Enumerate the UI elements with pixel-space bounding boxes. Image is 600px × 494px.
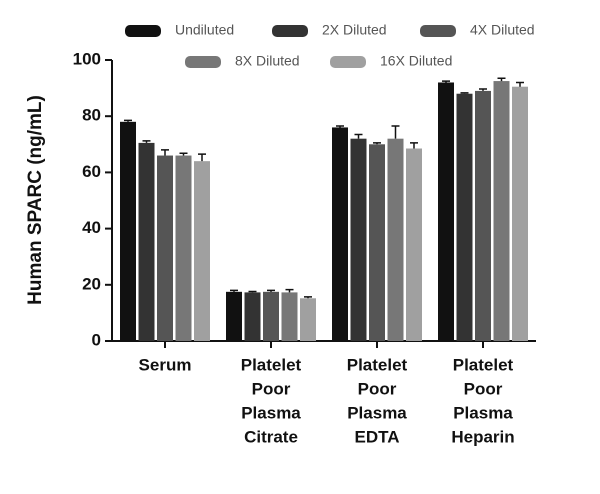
error-bar — [354, 133, 363, 139]
error-bar — [230, 289, 238, 292]
legend-marker — [272, 25, 308, 37]
legend-label: 4X Diluted — [470, 22, 535, 38]
legend-marker — [420, 25, 456, 37]
y-tick-label: 20 — [82, 274, 101, 293]
y-tick-label: 0 — [92, 330, 101, 349]
error-bar — [198, 153, 206, 162]
bar — [138, 142, 155, 341]
bar — [387, 138, 404, 341]
error-bar — [391, 125, 400, 139]
x-tick-label: Plasma — [347, 403, 407, 422]
bar — [244, 292, 261, 341]
error-bar — [479, 88, 487, 91]
x-tick-label: Serum — [139, 355, 192, 374]
error-bar — [248, 290, 257, 293]
bar — [350, 138, 367, 341]
bar — [512, 86, 528, 341]
error-bar — [142, 140, 151, 143]
error-bar — [516, 81, 524, 87]
x-tick-label: Poor — [464, 379, 503, 398]
error-bar — [285, 288, 294, 293]
bar — [438, 82, 454, 341]
bar — [369, 144, 385, 341]
error-bar — [304, 296, 312, 299]
error-bar — [336, 125, 344, 128]
bar — [332, 127, 348, 341]
y-tick-label: 80 — [82, 106, 101, 125]
error-bar — [497, 77, 506, 82]
legend-marker — [330, 56, 366, 68]
y-tick-label: 40 — [82, 218, 101, 237]
x-tick-label: Heparin — [451, 427, 514, 446]
x-tick-label: Platelet — [347, 355, 408, 374]
bar — [263, 291, 279, 341]
legend-marker — [125, 25, 161, 37]
x-tick-label: Poor — [358, 379, 397, 398]
legend-label: 2X Diluted — [322, 22, 387, 38]
legend-label: 16X Diluted — [380, 53, 452, 69]
error-bar — [410, 142, 418, 149]
bar — [281, 292, 298, 341]
x-tick-label: EDTA — [354, 427, 399, 446]
bar — [175, 155, 192, 341]
error-bar — [267, 289, 275, 292]
bar — [475, 90, 491, 341]
x-tick-label: Poor — [252, 379, 291, 398]
error-bar — [373, 142, 381, 145]
x-tick-label: Plasma — [241, 403, 301, 422]
y-axis-label: Human SPARC (ng/mL) — [25, 95, 46, 305]
bar — [194, 161, 210, 341]
error-bar — [460, 92, 469, 94]
bar — [406, 148, 422, 341]
bar — [456, 93, 473, 341]
y-tick-label: 60 — [82, 162, 101, 181]
legend-label: Undiluted — [175, 22, 234, 38]
error-bar — [161, 149, 169, 156]
error-bar — [179, 152, 188, 156]
bar — [493, 81, 510, 341]
y-tick-label: 100 — [73, 49, 101, 68]
legend-marker — [185, 56, 221, 68]
x-tick-label: Plasma — [453, 403, 513, 422]
x-tick-label: Platelet — [241, 355, 302, 374]
x-tick-label: Platelet — [453, 355, 514, 374]
bar — [157, 155, 173, 341]
error-bar — [124, 119, 132, 122]
x-tick-label: Citrate — [244, 427, 298, 446]
bar — [300, 298, 316, 341]
legend-label: 8X Diluted — [235, 53, 300, 69]
bar — [120, 121, 136, 341]
error-bar — [442, 80, 450, 83]
bar — [226, 291, 242, 341]
